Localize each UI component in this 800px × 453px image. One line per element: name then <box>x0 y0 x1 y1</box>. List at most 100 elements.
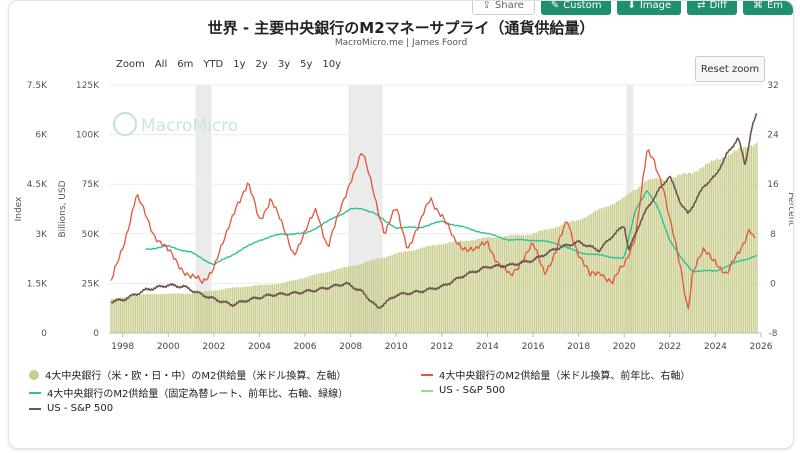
m2-bar <box>708 162 711 333</box>
legend-label: US - S&P 500 <box>47 403 114 414</box>
m2-bar <box>323 272 325 333</box>
m2-bar <box>577 219 580 333</box>
m2-bar <box>138 295 141 333</box>
m2-bar <box>269 284 272 333</box>
m2-bar <box>746 147 749 333</box>
diff-button[interactable]: ⇄ Diff <box>687 0 737 15</box>
m2-bar <box>621 197 623 333</box>
m2-bar <box>182 293 184 333</box>
m2-bar <box>376 258 378 333</box>
zoom-6m-button[interactable]: 6m <box>177 59 194 70</box>
billions-tick-label: 50K <box>82 230 100 240</box>
m2-bar <box>275 283 278 333</box>
m2-bar <box>604 206 606 333</box>
legend-item-sp500[interactable]: US - S&P 500 <box>29 403 113 414</box>
image-button[interactable]: ⬇ Image <box>617 1 682 15</box>
x-tick-label: 2006 <box>294 342 317 352</box>
m2-bar <box>306 277 308 333</box>
m2-bars <box>110 142 758 333</box>
share-button[interactable]: ⇪ Share <box>471 0 535 15</box>
diff-label: Diff <box>709 0 727 11</box>
m2-bar <box>691 173 694 333</box>
m2-bar <box>634 190 637 333</box>
m2-bar <box>501 237 504 333</box>
m2-bar <box>661 178 663 333</box>
billions-tick-label: 100K <box>76 131 100 141</box>
m2-bar <box>279 283 281 333</box>
m2-bar <box>712 160 715 333</box>
m2-bar <box>186 293 188 333</box>
percent-axis-label: Percent <box>786 192 793 226</box>
reset-zoom-button[interactable]: Reset zoom <box>695 56 765 82</box>
index-tick-label: 0 <box>41 329 47 339</box>
m2-bar <box>556 227 559 333</box>
billions-axis-label: Billions, USD <box>58 180 68 237</box>
m2-bar <box>670 178 673 333</box>
custom-button[interactable]: ✎ Custom <box>540 0 612 15</box>
zoom-all-button[interactable]: All <box>154 59 168 70</box>
billions-tick-label: 125K <box>76 81 100 91</box>
legend-label: 4大中央銀行のM2供給量（固定為替レート、前年比、右軸、緑線） <box>47 389 349 400</box>
legend-item-m2-yoy-usd[interactable]: 4大中央銀行のM2供給量（米ドル換算、前年比、右軸） <box>421 367 690 382</box>
m2-bar <box>129 296 131 333</box>
zoom-3y-button[interactable]: 3y <box>277 59 291 70</box>
m2-bar <box>328 271 331 333</box>
m2-bar <box>568 222 570 333</box>
m2-bar <box>602 208 604 333</box>
m2-bar <box>243 286 245 333</box>
m2-bar <box>372 259 374 333</box>
m2-bar <box>228 288 230 333</box>
m2-bar <box>585 217 587 333</box>
custom-label: Custom <box>563 0 602 11</box>
m2-bar <box>534 233 536 333</box>
m2-bar <box>218 289 221 333</box>
m2-bar <box>695 171 697 333</box>
m2-bar <box>256 285 259 333</box>
m2-bar <box>663 180 665 333</box>
m2-bar <box>334 270 336 333</box>
legend-item-m2-yoy-fixed[interactable]: 4大中央銀行のM2供給量（固定為替レート、前年比、右軸、緑線） <box>29 385 348 400</box>
legend-item-sp500-hidden[interactable]: US - S&P 500 <box>421 385 505 396</box>
index-tick-label: 7.5K <box>27 81 48 91</box>
m2-bar <box>117 298 120 333</box>
m2-bar <box>450 242 452 333</box>
m2-bar <box>716 158 718 333</box>
m2-bar <box>560 224 563 333</box>
m2-bar <box>562 224 564 333</box>
m2-bar <box>157 294 160 333</box>
m2-bar <box>313 274 316 333</box>
embed-button[interactable]: ⌘ Em <box>742 1 793 15</box>
share-icon: ⇪ <box>482 0 491 11</box>
m2-bar <box>581 218 583 333</box>
m2-bar <box>319 273 321 333</box>
m2-bar <box>705 163 707 333</box>
m2-bar <box>490 237 492 333</box>
m2-bar <box>410 250 412 333</box>
m2-bar <box>207 291 209 333</box>
m2-bar <box>672 177 675 333</box>
m2-bar <box>528 234 530 333</box>
zoom-10y-button[interactable]: 10y <box>322 59 342 70</box>
series-line <box>110 112 758 309</box>
m2-bar <box>298 279 300 333</box>
zoom-5y-button[interactable]: 5y <box>300 59 313 70</box>
m2-bar <box>638 186 640 333</box>
m2-bar <box>224 288 226 333</box>
m2-bar <box>357 265 359 333</box>
m2-bar <box>241 287 243 333</box>
m2-bar <box>378 258 380 333</box>
m2-bar <box>250 286 253 333</box>
m2-bar <box>249 286 251 333</box>
m2-bar <box>697 171 699 333</box>
zoom-1y-button[interactable]: 1y <box>233 59 246 70</box>
m2-bar <box>648 179 650 333</box>
legend-item-m2-usd[interactable]: 4大中央銀行（米・欧・日・中）のM2供給量（米ドル換算、左軸） <box>29 367 346 382</box>
m2-bar <box>651 179 654 333</box>
zoom-ytd-button[interactable]: YTD <box>203 59 224 70</box>
zoom-2y-button[interactable]: 2y <box>255 59 268 70</box>
toolbar: ⇪ Share ✎ Custom ⬇ Image ⇄ Diff ⌘ Em <box>471 0 793 15</box>
axes: 1998 2000 2002 2004 2006 2008 2010 2012 2014 2016… <box>14 81 793 352</box>
m2-bar <box>737 149 739 333</box>
m2-bar <box>364 262 367 333</box>
m2-bar <box>302 278 304 333</box>
